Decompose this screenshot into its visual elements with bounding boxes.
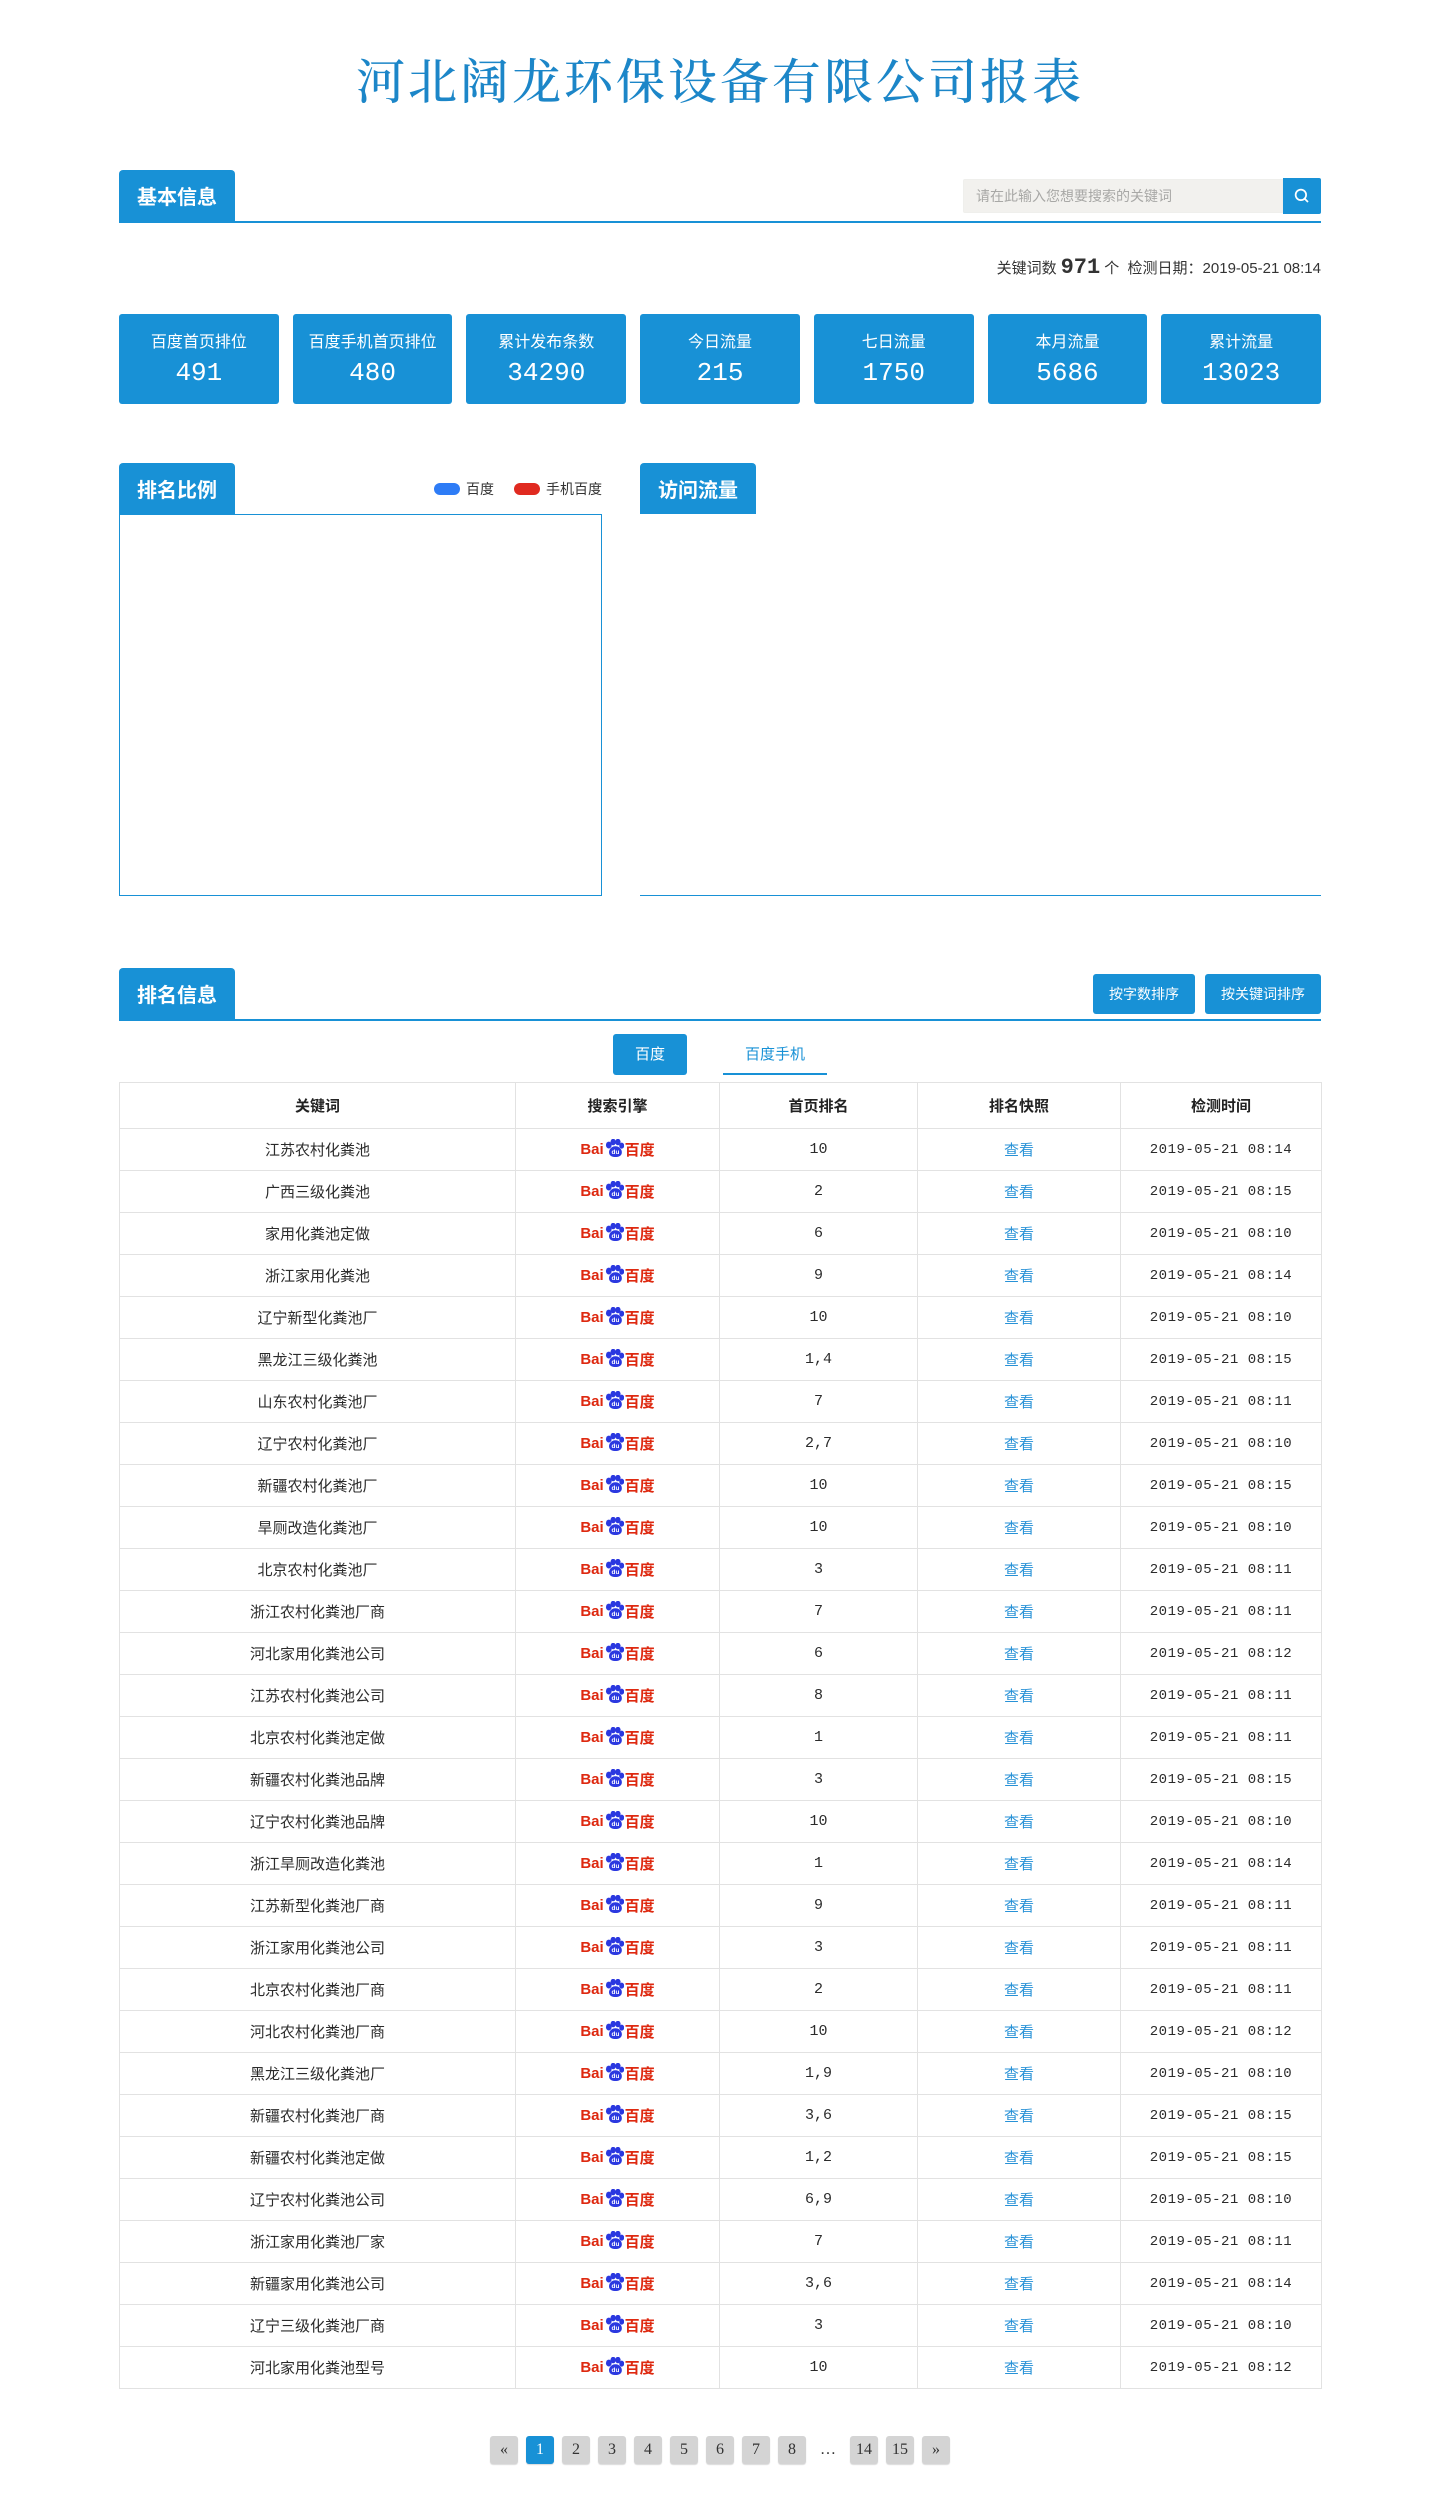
svg-text:du: du: [611, 2241, 619, 2248]
svg-text:du: du: [611, 1317, 619, 1324]
svg-text:du: du: [611, 1905, 619, 1912]
svg-text:du: du: [611, 1821, 619, 1828]
svg-text:du: du: [611, 1569, 619, 1576]
svg-text:du: du: [611, 2325, 619, 2332]
svg-text:du: du: [611, 2199, 619, 2206]
svg-text:du: du: [611, 1443, 619, 1450]
svg-text:du: du: [611, 2157, 619, 2164]
svg-text:du: du: [611, 1233, 619, 1240]
svg-text:du: du: [611, 1485, 619, 1492]
svg-text:du: du: [611, 1191, 619, 1198]
svg-text:du: du: [611, 1149, 619, 1156]
svg-text:du: du: [611, 1611, 619, 1618]
svg-text:du: du: [611, 1653, 619, 1660]
svg-text:du: du: [611, 1863, 619, 1870]
svg-text:du: du: [611, 1401, 619, 1408]
svg-text:du: du: [611, 1527, 619, 1534]
svg-text:du: du: [611, 2283, 619, 2290]
svg-text:du: du: [611, 1275, 619, 1282]
svg-text:du: du: [611, 1737, 619, 1744]
svg-text:du: du: [611, 1695, 619, 1702]
svg-text:du: du: [611, 2073, 619, 2080]
svg-text:du: du: [611, 2031, 619, 2038]
svg-text:du: du: [611, 2367, 619, 2374]
svg-text:du: du: [611, 1779, 619, 1786]
svg-text:du: du: [611, 1989, 619, 1996]
svg-text:du: du: [611, 1359, 619, 1366]
svg-text:du: du: [611, 2115, 619, 2122]
svg-text:du: du: [611, 1947, 619, 1954]
